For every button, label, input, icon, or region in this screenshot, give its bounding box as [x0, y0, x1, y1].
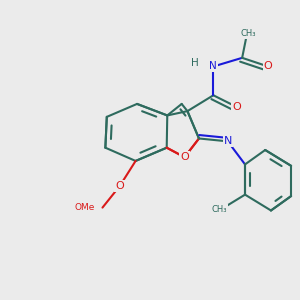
Text: O: O: [116, 181, 124, 191]
Text: N: N: [224, 136, 232, 146]
Text: O: O: [232, 102, 241, 112]
Text: H: H: [191, 58, 199, 68]
Text: O: O: [180, 152, 189, 162]
Text: OMe: OMe: [75, 203, 95, 212]
Text: N: N: [209, 61, 217, 71]
Text: CH₃: CH₃: [240, 29, 256, 38]
Text: O: O: [264, 61, 272, 71]
Text: CH₃: CH₃: [212, 205, 227, 214]
